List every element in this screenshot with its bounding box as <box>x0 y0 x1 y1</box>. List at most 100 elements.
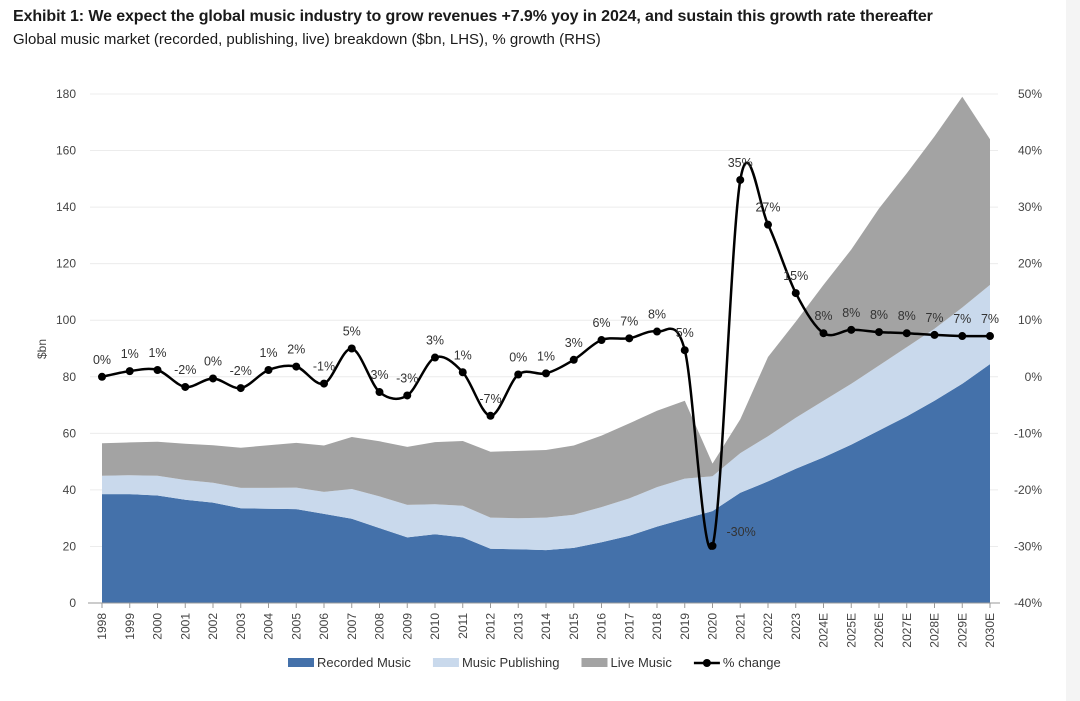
growth-data-label: 8% <box>648 308 666 322</box>
left-tick-label: 60 <box>63 426 77 440</box>
growth-point <box>209 374 217 383</box>
x-tick-label: 2027E <box>900 613 914 648</box>
x-tick-label: 2030E <box>983 613 997 648</box>
right-edge-strip <box>1066 0 1080 701</box>
right-tick-label: 0% <box>1025 370 1043 384</box>
growth-point <box>680 346 689 355</box>
growth-data-label: -3% <box>396 371 418 385</box>
x-tick-label: 2003 <box>234 613 248 640</box>
legend: Recorded Music Music Publishing Live Music… <box>288 655 781 670</box>
legend-change-label: % change <box>723 655 781 670</box>
x-tick-label: 2000 <box>151 613 165 640</box>
left-tick-label: 180 <box>56 87 76 101</box>
recorded-music-area <box>102 364 990 603</box>
growth-point <box>708 541 717 550</box>
growth-point <box>569 355 578 364</box>
growth-point <box>153 365 162 374</box>
growth-data-label: 1% <box>148 346 166 360</box>
growth-point <box>181 382 190 391</box>
right-tick-label: 20% <box>1018 257 1042 271</box>
x-tick-label: 2011 <box>456 613 470 639</box>
left-tick-label: 100 <box>56 313 76 327</box>
growth-data-label: -7% <box>479 392 501 406</box>
x-tick-label: 2029E <box>955 613 969 648</box>
growth-line <box>98 161 994 550</box>
legend-music-publishing-swatch <box>432 658 459 667</box>
growth-point <box>958 332 967 341</box>
chart-title: Exhibit 1: We expect the global music in… <box>13 8 933 25</box>
music-publishing-area <box>102 284 990 551</box>
x-tick-label: 2008 <box>373 613 387 640</box>
left-tick-label: 20 <box>63 539 77 553</box>
growth-point <box>125 367 134 376</box>
growth-point <box>98 372 106 381</box>
right-tick-label: 30% <box>1018 200 1042 214</box>
growth-data-label: 0% <box>204 354 222 368</box>
x-tick-label: 2028E <box>928 613 942 648</box>
x-tick-label: 2023 <box>789 613 803 640</box>
growth-point <box>625 334 634 343</box>
growth-data-label: 3% <box>370 368 388 382</box>
left-tick-label: 40 <box>63 483 77 497</box>
growth-point <box>375 388 384 397</box>
growth-data-label: 1% <box>537 349 555 363</box>
growth-point <box>986 332 994 341</box>
right-tick-label: -30% <box>1014 539 1042 553</box>
growth-point <box>736 175 745 184</box>
right-tick-label: 10% <box>1018 313 1042 327</box>
growth-data-label: -30% <box>727 525 756 539</box>
growth-data-label: 2% <box>287 343 305 357</box>
x-tick-label: 2018 <box>650 613 664 640</box>
growth-data-label: 3% <box>565 336 583 350</box>
growth-data-label: -2% <box>230 364 252 378</box>
growth-point <box>653 327 661 336</box>
x-tick-label: 2005 <box>289 613 303 640</box>
legend-change-marker <box>702 659 711 667</box>
legend-music-publishing-label: Music Publishing <box>462 655 560 670</box>
growth-point <box>236 384 245 393</box>
growth-data-label: 1% <box>259 346 277 360</box>
x-tick-label: 2014 <box>539 613 553 640</box>
growth-point <box>514 370 523 379</box>
growth-data-label: 1% <box>454 348 472 362</box>
x-tick-label: 2013 <box>511 613 525 640</box>
growth-data-label: 0% <box>93 353 111 367</box>
legend-recorded-music-swatch <box>288 658 314 667</box>
growth-point <box>486 411 495 420</box>
growth-data-label: 7% <box>981 312 999 326</box>
x-tick-label: 2002 <box>206 613 220 640</box>
growth-point <box>542 369 550 378</box>
x-tick-label: 2012 <box>484 613 498 640</box>
right-tick-label: 40% <box>1018 144 1042 158</box>
x-tick-label: 2024E <box>817 613 831 648</box>
growth-data-label: 8% <box>898 309 916 323</box>
x-tick-label: 2021 <box>733 613 747 640</box>
growth-data-label: 6% <box>592 316 610 330</box>
x-tick-label: 2019 <box>678 613 692 640</box>
x-tick-label: 2001 <box>178 613 192 640</box>
stacked-areas <box>102 96 990 603</box>
growth-data-label: 15% <box>783 269 808 283</box>
left-tick-label: 140 <box>56 200 76 214</box>
growth-data-label: 0% <box>509 351 527 365</box>
growth-data-label: 35% <box>728 156 753 170</box>
growth-data-label: -2% <box>174 363 196 377</box>
x-tick-label: 2017 <box>622 613 636 640</box>
y-axis-label: $bn <box>35 339 49 359</box>
growth-point <box>764 220 772 229</box>
growth-point <box>930 330 939 339</box>
x-tick-label: 1999 <box>123 613 137 640</box>
growth-data-label: 3% <box>426 334 444 348</box>
left-tick-label: 160 <box>56 144 76 158</box>
legend-recorded-music-label: Recorded Music <box>317 655 411 670</box>
growth-data-label: 5% <box>676 326 694 340</box>
growth-point <box>875 328 883 337</box>
growth-point <box>403 391 412 400</box>
left-tick-label: 120 <box>56 257 76 271</box>
x-tick-label: 2015 <box>567 613 581 640</box>
growth-point <box>264 365 273 374</box>
growth-data-label: 8% <box>842 306 860 320</box>
x-tick-label: 2016 <box>595 613 609 640</box>
left-tick-label: 0 <box>69 596 76 610</box>
growth-data-label: -1% <box>313 360 335 374</box>
